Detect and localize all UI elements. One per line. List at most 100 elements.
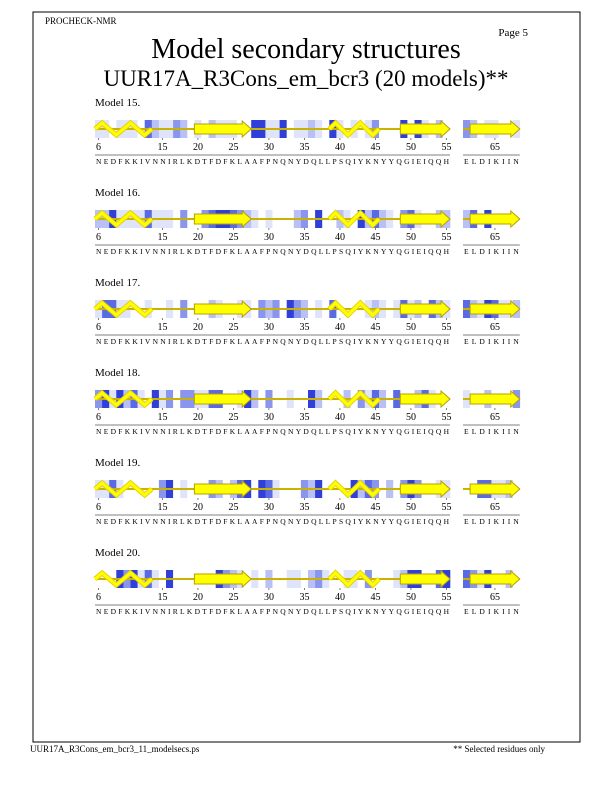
residue-number: 55 (441, 502, 451, 513)
sequence: ELDIKIIN (464, 517, 519, 526)
sequence: NEDFKKIVNNIRLKDTFDFKLAAFPNQNYDQLLPSQIYKN… (96, 337, 450, 346)
residue-number: 45 (370, 142, 380, 153)
strand (193, 569, 252, 589)
program-name: PROCHECK-NMR (45, 16, 117, 26)
residue-number: 45 (370, 502, 380, 513)
residue-number: 20 (193, 592, 203, 603)
residue-number: 40 (335, 232, 345, 243)
residue-number: 40 (335, 502, 345, 513)
strand (469, 119, 521, 139)
residue-number: 25 (228, 412, 238, 423)
residue-number: 40 (335, 412, 345, 423)
residue-number: 25 (228, 322, 238, 333)
residue-number: 20 (193, 142, 203, 153)
residue-number: 50 (406, 232, 416, 243)
sequence: NEDFKKIVNNIRLKDTFDFKLAAFPNQNYDQLLPSQIYKN… (96, 607, 450, 616)
residue-number: 55 (441, 592, 451, 603)
residue-number: 50 (406, 142, 416, 153)
residue-number: 20 (193, 502, 203, 513)
helix-core (328, 480, 381, 498)
sequence: NEDFKKIVNNIRLKDTFDFKLAAFPNQNYDQLLPSQIYKN… (96, 517, 450, 526)
residue-number: 55 (441, 412, 451, 423)
residue-number: 40 (335, 142, 345, 153)
sequence: ELDIKIIN (464, 157, 519, 166)
page-frame (32, 11, 581, 743)
residue-number: 15 (157, 142, 167, 153)
model-label: Model 20. (95, 547, 140, 559)
residue-number: 35 (299, 592, 309, 603)
residue-number: 65 (490, 322, 500, 333)
residue-number: 35 (299, 502, 309, 513)
residue-number: 55 (441, 142, 451, 153)
model-label: Model 18. (95, 367, 140, 379)
residue-number: 20 (193, 322, 203, 333)
residue-number: 30 (264, 322, 274, 333)
residue-number: 25 (228, 142, 238, 153)
residue-number: 6 (96, 502, 101, 513)
strand (193, 299, 252, 319)
residue-number: 25 (228, 502, 238, 513)
residue-number: 30 (264, 412, 274, 423)
strand (193, 209, 252, 229)
strand (399, 119, 451, 139)
residue-number: 50 (406, 502, 416, 513)
residue-number: 25 (228, 592, 238, 603)
helix-core (328, 120, 381, 138)
strand (399, 389, 451, 409)
residue-number: 30 (264, 142, 274, 153)
sequence: ELDIKIIN (464, 247, 519, 256)
residue-number: 65 (490, 142, 500, 153)
residue-number: 30 (264, 502, 274, 513)
residue-number: 55 (441, 232, 451, 243)
residue-number: 50 (406, 592, 416, 603)
residue-number: 15 (157, 322, 167, 333)
residue-number: 65 (490, 502, 500, 513)
residue-number: 40 (335, 322, 345, 333)
helix-core (94, 301, 153, 317)
helix-core (94, 211, 153, 227)
footer-note: ** Selected residues only (453, 744, 545, 754)
residue-number: 45 (370, 322, 380, 333)
residue-number: 6 (96, 142, 101, 153)
residue-number: 50 (406, 412, 416, 423)
residue-number: 15 (157, 412, 167, 423)
model-label: Model 16. (95, 187, 140, 199)
sequence: ELDIKIIN (464, 427, 519, 436)
residue-number: 50 (406, 322, 416, 333)
residue-number: 45 (370, 412, 380, 423)
helix-core (94, 391, 153, 407)
strand (193, 119, 252, 139)
model-label: Model 17. (95, 277, 140, 289)
helix-core (328, 390, 381, 408)
page-number: Page 5 (498, 27, 528, 39)
strand (469, 479, 521, 499)
strand (399, 209, 451, 229)
residue-number: 6 (96, 592, 101, 603)
strand (399, 299, 451, 319)
strand (469, 209, 521, 229)
sequence: ELDIKIIN (464, 607, 519, 616)
sequence: ELDIKIIN (464, 337, 519, 346)
strand (469, 389, 521, 409)
strand (469, 299, 521, 319)
residue-number: 35 (299, 412, 309, 423)
strand (193, 479, 252, 499)
helix-core (328, 300, 381, 318)
subtitle: UUR17A_R3Cons_em_bcr3 (20 models)** (103, 66, 508, 91)
footer-file: UUR17A_R3Cons_em_bcr3_11_modelsecs.ps (30, 744, 200, 754)
residue-number: 35 (299, 142, 309, 153)
model-label: Model 15. (95, 97, 140, 109)
residue-number: 25 (228, 232, 238, 243)
residue-number: 30 (264, 592, 274, 603)
helix-core (94, 571, 153, 587)
helix-core (94, 481, 153, 497)
residue-number: 40 (335, 592, 345, 603)
residue-number: 15 (157, 592, 167, 603)
residue-number: 65 (490, 232, 500, 243)
residue-number: 30 (264, 232, 274, 243)
residue-number: 6 (96, 412, 101, 423)
residue-number: 45 (370, 592, 380, 603)
helix-core (328, 210, 381, 228)
strand (399, 479, 451, 499)
